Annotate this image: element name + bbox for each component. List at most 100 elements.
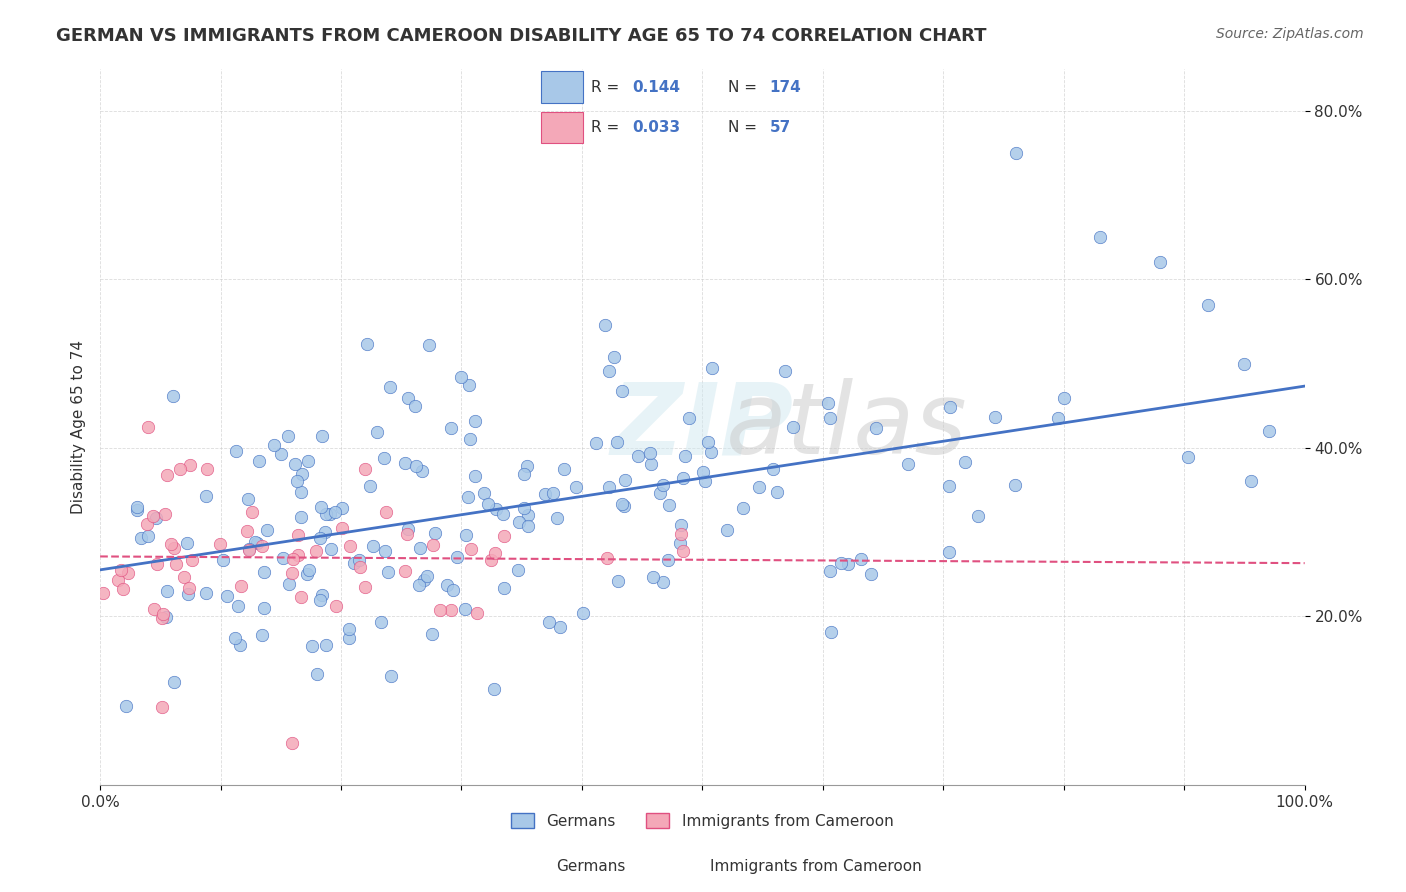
Text: ZIP: ZIP bbox=[610, 378, 794, 475]
Point bbox=[225, 444, 247, 458]
Point bbox=[643, 570, 665, 584]
Point bbox=[479, 553, 502, 567]
Point bbox=[229, 638, 252, 652]
Point bbox=[194, 586, 217, 600]
Point bbox=[464, 469, 486, 483]
Point bbox=[638, 446, 661, 460]
Point bbox=[252, 539, 274, 553]
Point bbox=[153, 508, 176, 522]
Text: atlas: atlas bbox=[725, 378, 967, 475]
Point bbox=[534, 487, 557, 501]
Text: R =: R = bbox=[591, 120, 624, 135]
Point bbox=[603, 350, 626, 364]
Point bbox=[673, 450, 696, 464]
Point bbox=[173, 570, 195, 584]
Point bbox=[413, 573, 436, 587]
Point bbox=[277, 429, 299, 443]
Bar bbox=[541, 112, 583, 143]
Point bbox=[454, 528, 477, 542]
Point bbox=[347, 553, 370, 567]
Point bbox=[155, 467, 177, 482]
Point bbox=[297, 454, 319, 468]
Point bbox=[416, 568, 439, 582]
Point bbox=[748, 480, 770, 494]
Point bbox=[517, 508, 540, 522]
Point bbox=[143, 602, 166, 616]
Point bbox=[309, 500, 332, 515]
Point bbox=[281, 551, 304, 566]
Point bbox=[837, 557, 859, 571]
Point bbox=[290, 510, 312, 524]
Point bbox=[441, 583, 464, 598]
Point bbox=[765, 485, 787, 500]
Point bbox=[446, 550, 468, 565]
Point bbox=[263, 438, 285, 452]
Point bbox=[375, 505, 398, 519]
Point bbox=[640, 457, 662, 471]
Point bbox=[652, 478, 675, 492]
Point bbox=[405, 459, 427, 474]
Point bbox=[418, 337, 440, 351]
Point bbox=[165, 557, 187, 571]
Point bbox=[593, 318, 616, 332]
Point bbox=[396, 527, 419, 541]
Point bbox=[160, 537, 183, 551]
Point bbox=[610, 497, 633, 511]
Point bbox=[224, 632, 246, 646]
Point bbox=[984, 410, 1007, 425]
Point bbox=[377, 565, 399, 579]
Point bbox=[408, 577, 430, 591]
Point bbox=[277, 577, 299, 591]
Text: N =: N = bbox=[728, 80, 762, 95]
Point bbox=[817, 396, 839, 410]
Point bbox=[598, 364, 620, 378]
Point bbox=[538, 615, 561, 629]
Point bbox=[849, 552, 872, 566]
Point bbox=[1233, 357, 1256, 371]
Point bbox=[830, 557, 852, 571]
Point bbox=[246, 536, 269, 550]
Point bbox=[454, 602, 477, 616]
Point bbox=[136, 419, 159, 434]
Point bbox=[422, 538, 444, 552]
Point bbox=[145, 510, 167, 524]
Bar bbox=[541, 71, 583, 103]
Point bbox=[342, 556, 364, 570]
Point bbox=[238, 491, 260, 506]
Point bbox=[156, 584, 179, 599]
Point bbox=[301, 639, 323, 653]
Point bbox=[321, 542, 343, 557]
Point bbox=[484, 546, 506, 560]
Point bbox=[162, 389, 184, 403]
Point bbox=[464, 414, 486, 428]
Point bbox=[596, 551, 619, 566]
Point bbox=[1053, 391, 1076, 405]
Point bbox=[429, 603, 451, 617]
Point bbox=[1177, 450, 1199, 464]
Point bbox=[614, 473, 637, 487]
Point bbox=[169, 462, 191, 476]
Point bbox=[492, 508, 515, 522]
Point bbox=[692, 466, 714, 480]
Point bbox=[409, 541, 432, 556]
Point bbox=[420, 627, 443, 641]
Point bbox=[280, 566, 302, 581]
Point bbox=[179, 458, 201, 473]
Point bbox=[315, 638, 337, 652]
Point bbox=[323, 505, 346, 519]
Point bbox=[553, 461, 575, 475]
Text: Germans: Germans bbox=[555, 859, 626, 874]
Point bbox=[298, 563, 321, 577]
Point bbox=[380, 669, 402, 683]
Point bbox=[955, 455, 977, 469]
Point bbox=[349, 560, 371, 574]
Point bbox=[938, 479, 960, 493]
Point bbox=[773, 364, 796, 378]
Point bbox=[150, 700, 173, 714]
Point bbox=[700, 445, 723, 459]
Point bbox=[236, 524, 259, 538]
Point bbox=[195, 489, 218, 503]
Point bbox=[610, 384, 633, 398]
Point bbox=[177, 587, 200, 601]
Point bbox=[325, 599, 347, 613]
